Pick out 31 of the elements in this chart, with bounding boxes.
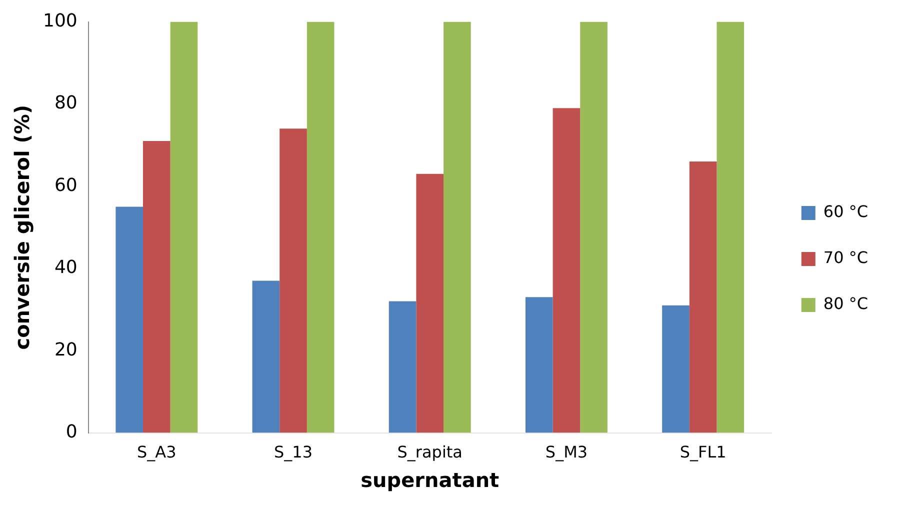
y-tick-label: 40 [54,257,78,278]
bar [552,108,580,433]
x-tick-label: S_A3 [137,442,176,462]
bar [716,22,744,433]
y-axis-title: conversie glicerol (%) [10,104,34,350]
x-axis-title: supernatant [360,468,500,492]
legend-label: 60 °C [823,202,868,222]
y-tick-label: 100 [42,10,78,32]
x-tick-label: S_13 [274,442,313,462]
bar [170,22,198,433]
bar [252,280,280,433]
bar [580,22,608,433]
bar [689,162,717,433]
legend-label: 80 °C [823,294,868,314]
legend-label: 70 °C [823,248,868,268]
bar [143,140,170,433]
bar [116,206,143,433]
bar [306,22,334,433]
bar [662,305,690,433]
bar [280,128,307,433]
x-tick-label: S_FL1 [680,442,726,462]
y-tick-label: 60 [54,174,78,196]
x-tick-label: S_M3 [545,442,588,462]
y-tick-label: 0 [66,421,78,442]
bar [525,297,553,433]
y-tick-label: 20 [54,339,78,360]
bar [388,301,416,433]
y-tick-label: 80 [54,92,78,114]
bar [444,22,471,433]
x-tick-label: S_rapita [397,442,462,462]
bar [416,174,444,433]
